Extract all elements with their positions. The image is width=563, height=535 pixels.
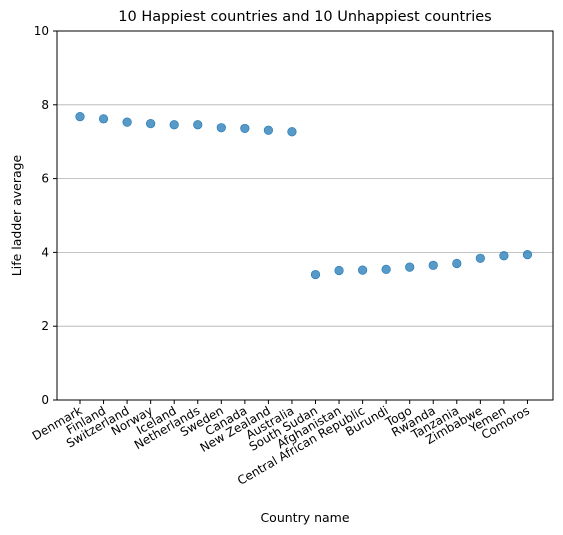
data-point xyxy=(405,262,415,272)
data-point xyxy=(263,125,274,135)
data-point xyxy=(122,117,132,127)
y-tick-label: 2 xyxy=(41,319,49,333)
data-point xyxy=(75,112,85,122)
data-point xyxy=(452,258,462,269)
data-point xyxy=(358,265,368,275)
y-tick-label: 6 xyxy=(41,172,49,186)
data-point xyxy=(381,264,391,274)
y-tick-label: 10 xyxy=(34,24,49,38)
data-point xyxy=(428,260,438,270)
y-axis: 0 2 4 6 8 10 xyxy=(34,24,57,407)
data-point xyxy=(193,120,203,130)
data-points xyxy=(75,112,533,280)
data-point xyxy=(522,250,533,260)
chart-title: 10 Happiest countries and 10 Unhappiest … xyxy=(118,9,491,25)
plot-area-frame xyxy=(56,30,554,401)
data-point xyxy=(475,253,485,263)
x-axis-label: Country name xyxy=(260,510,349,525)
data-point xyxy=(287,127,297,137)
y-axis-label: Life ladder average xyxy=(9,154,24,276)
data-point xyxy=(216,123,226,133)
data-point xyxy=(499,251,509,261)
y-tick-label: 8 xyxy=(41,98,49,112)
x-axis: DenmarkFinlandSwitzerlandNorwayIcelandNe… xyxy=(30,400,532,488)
grid-lines xyxy=(57,104,553,327)
data-point xyxy=(334,265,344,276)
data-point xyxy=(98,114,109,124)
data-point xyxy=(310,269,321,280)
y-tick-label: 0 xyxy=(41,393,49,407)
data-point xyxy=(146,119,156,129)
data-point xyxy=(169,120,179,130)
y-tick-label: 4 xyxy=(41,245,49,259)
data-point xyxy=(240,123,250,134)
